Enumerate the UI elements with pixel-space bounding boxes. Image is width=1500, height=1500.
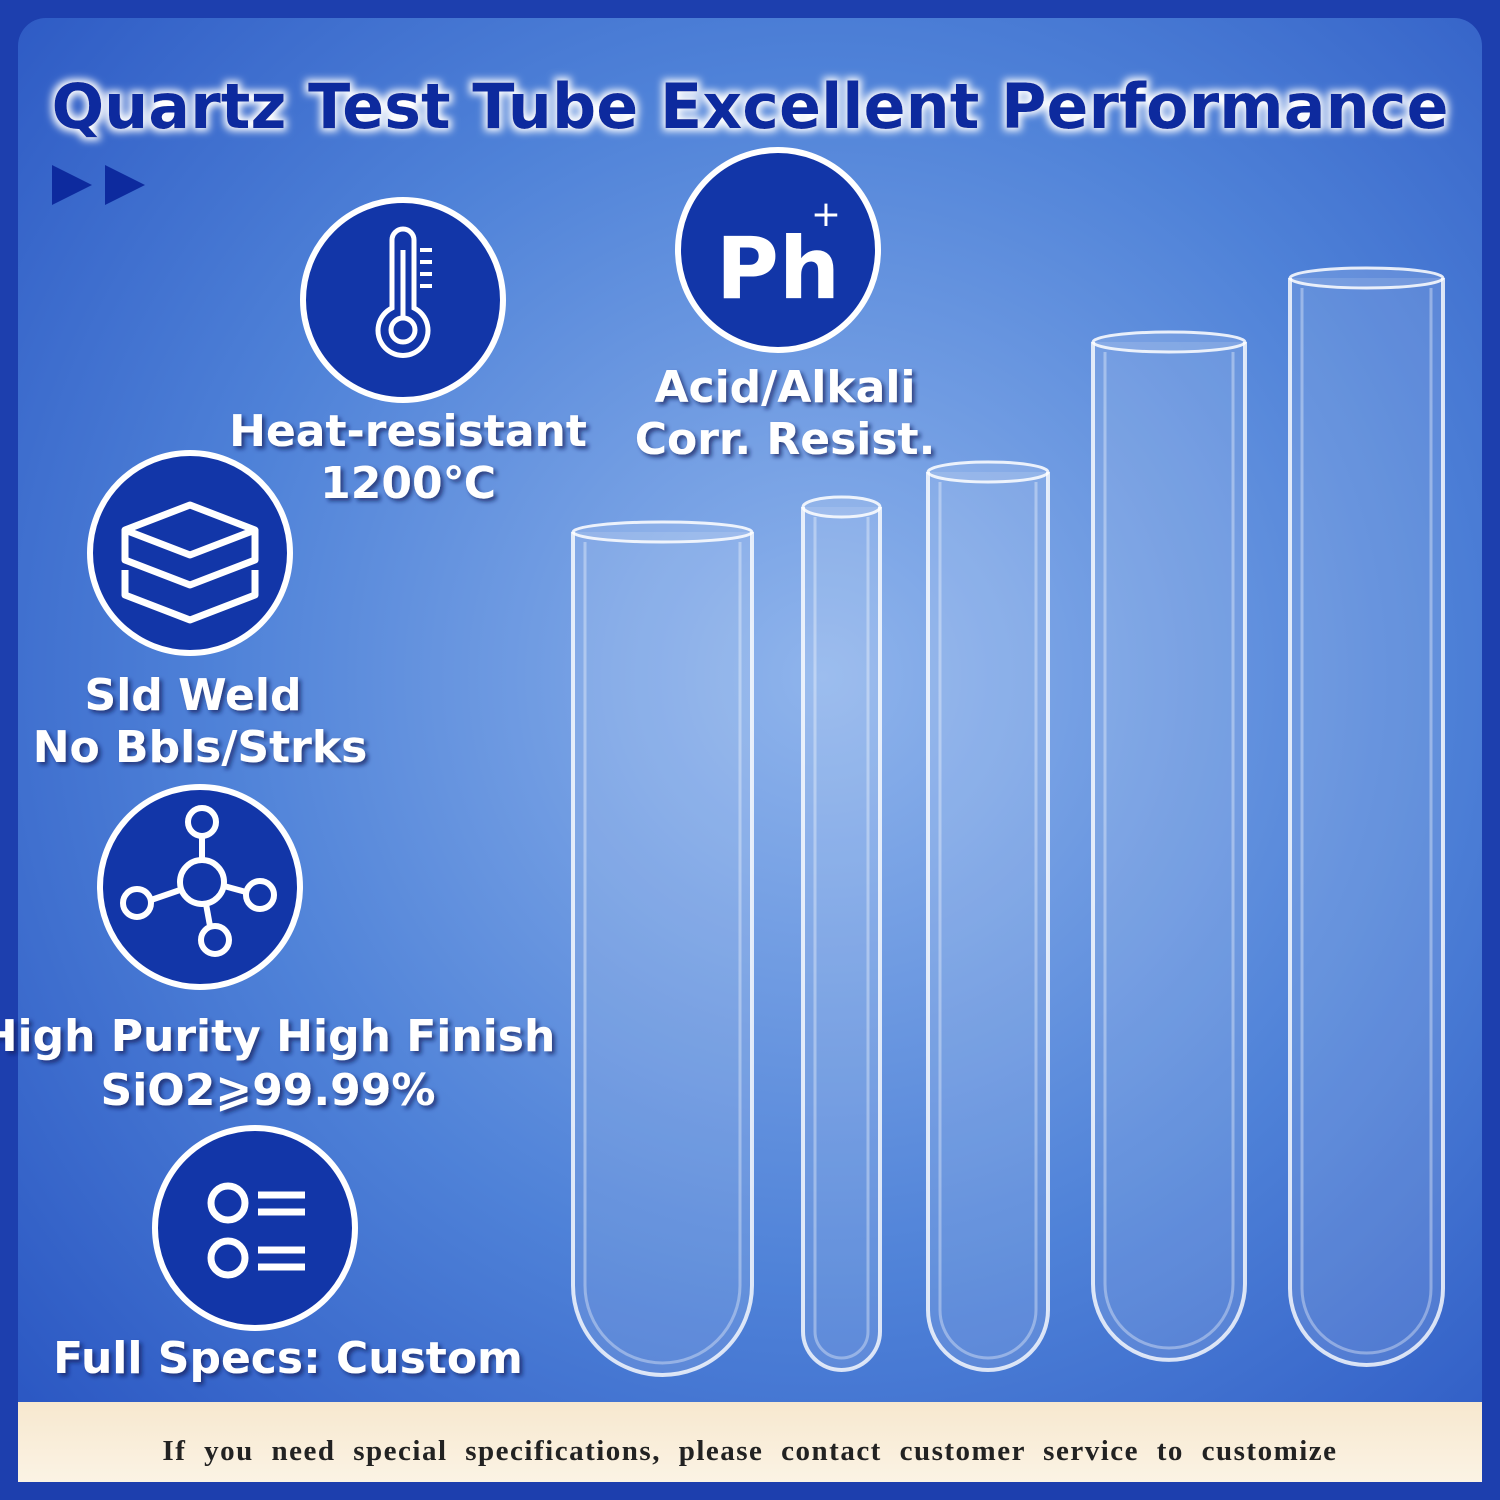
tube-part <box>1091 342 1247 1362</box>
icon-list <box>152 1125 358 1331</box>
icon-ph: Ph + <box>675 147 881 353</box>
feature-label: Full Specs: Custom <box>53 1333 523 1384</box>
title: Quartz Test Tube Excellent Performance <box>51 70 1448 143</box>
feature-label: Acid/Alkali <box>654 362 915 413</box>
icon-heat <box>300 197 506 403</box>
icon-molecule <box>97 784 303 990</box>
tube-part <box>1091 330 1247 354</box>
tube-part <box>1288 266 1445 290</box>
tube-part <box>926 472 1050 1372</box>
feature-label: 1200℃ <box>320 458 496 509</box>
footer-bar <box>18 1402 1482 1482</box>
feature-label: Heat-resistant <box>229 406 587 457</box>
tube-part <box>583 542 742 1365</box>
tube-part <box>801 495 882 519</box>
tube-part <box>571 532 754 1377</box>
feature-label: Sld Weld <box>85 670 302 721</box>
arrow <box>105 165 145 205</box>
feature-label: SiO2⩾99.99% <box>101 1065 436 1116</box>
test-tubes <box>571 266 1445 1377</box>
feature-label: High Purity High Finish <box>0 1011 555 1062</box>
tube-part <box>938 482 1038 1360</box>
tube-part <box>1288 278 1445 1367</box>
tube-part <box>926 460 1050 484</box>
tube-part <box>1300 288 1433 1355</box>
footer-text: If you need special specifications, plea… <box>162 1435 1337 1467</box>
icon-weld <box>87 450 293 656</box>
tube-part <box>1103 352 1235 1350</box>
arrow <box>52 165 92 205</box>
icon-text: Ph <box>716 219 840 319</box>
feature-label: No Bbls/Strks <box>33 722 368 773</box>
feature-label: Corr. Resist. <box>635 414 936 465</box>
tube-part <box>571 520 754 544</box>
tube-part <box>801 507 882 1372</box>
tube-part <box>813 517 870 1360</box>
icon-text: + <box>811 194 841 235</box>
